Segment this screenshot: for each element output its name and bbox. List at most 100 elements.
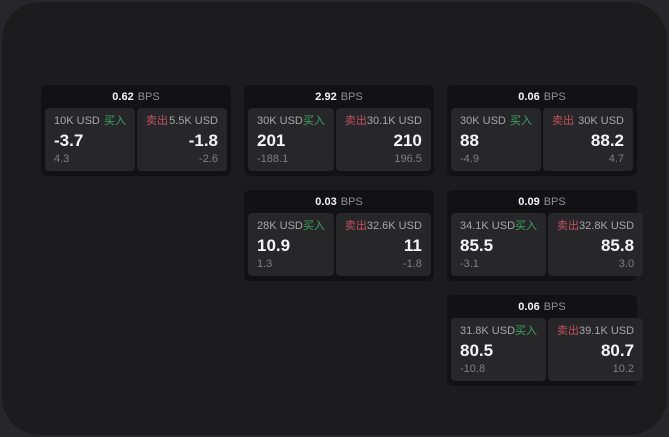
- sell-tile[interactable]: 卖出 32.6K USD 11 -1.8: [335, 213, 431, 276]
- buy-delta: -3.1: [460, 258, 479, 270]
- quote-card: 0.09 BPS 34.1K USD 买入 85.5 -3.1 卖出 32.8K…: [447, 190, 644, 281]
- spread-header: 0.06 BPS: [447, 295, 637, 318]
- buy-tile[interactable]: 10K USD 买入 -3.7 4.3: [45, 108, 135, 171]
- buy-amount: 30K USD: [460, 115, 506, 127]
- sell-price: 11: [403, 235, 422, 255]
- sell-delta: 196.5: [394, 153, 422, 165]
- spread-unit-label: BPS: [543, 195, 566, 208]
- buy-tile[interactable]: 28K USD 买入 10.9 1.3: [248, 213, 334, 276]
- buy-tile[interactable]: 30K USD 买入 201 -188.1: [248, 108, 334, 171]
- spread-value: 0.09: [518, 195, 540, 208]
- sell-tile[interactable]: 卖出 30.1K USD 210 196.5: [335, 108, 431, 171]
- sell-amount: 32.8K USD: [579, 220, 635, 232]
- sell-tile-top: 卖出 32.8K USD: [557, 220, 634, 233]
- spread-value: 0.62: [112, 90, 134, 103]
- buy-price: -3.7: [54, 130, 84, 150]
- quote-tiles: 31.8K USD 买入 80.5 -10.8 卖出 39.1K USD 80.…: [447, 318, 644, 386]
- sell-amount: 32.6K USD: [366, 220, 422, 232]
- buy-tile-top: 30K USD 买入: [257, 115, 325, 128]
- sell-tile-top: 卖出 39.1K USD: [557, 325, 634, 338]
- buy-price: 85.5: [460, 235, 494, 255]
- buy-side-label: 买入: [302, 115, 325, 127]
- buy-price: 80.5: [460, 340, 494, 360]
- buy-side-label: 买入: [104, 115, 126, 127]
- sell-delta: -2.6: [199, 153, 218, 165]
- buy-tile[interactable]: 31.8K USD 买入 80.5 -10.8: [451, 318, 547, 381]
- spread-header: 0.06 BPS: [447, 85, 637, 108]
- sell-amount: 39.1K USD: [579, 325, 635, 337]
- spread-unit-label: BPS: [543, 90, 566, 103]
- spread-header: 0.09 BPS: [447, 190, 637, 213]
- sell-price: 85.8: [600, 235, 635, 255]
- sell-delta: 3.0: [618, 258, 635, 270]
- spread-value: 0.03: [315, 195, 337, 208]
- sell-price: 80.7: [600, 340, 635, 360]
- sell-side-label: 卖出: [344, 115, 367, 127]
- buy-delta: 1.3: [257, 258, 273, 270]
- spread-value: 2.92: [315, 90, 337, 103]
- buy-amount: 34.1K USD: [460, 220, 516, 232]
- sell-delta: -1.8: [402, 258, 422, 270]
- sell-tile[interactable]: 卖出 5.5K USD -1.8 -2.6: [137, 108, 227, 171]
- buy-delta: -188.1: [257, 153, 289, 165]
- quote-card: 0.06 BPS 30K USD 买入 88 -4.9 卖出 30K USD 8…: [447, 85, 637, 176]
- sell-side-label: 卖出: [344, 220, 367, 232]
- sell-tile[interactable]: 卖出 30K USD 88.2 4.7: [543, 108, 633, 171]
- sell-amount: 30.1K USD: [366, 115, 422, 127]
- spread-value: 0.06: [518, 300, 540, 313]
- spread-header: 0.03 BPS: [244, 190, 434, 213]
- sell-price: 88.2: [590, 130, 624, 150]
- quote-card: 0.06 BPS 31.8K USD 买入 80.5 -10.8 卖出 39.1…: [447, 295, 644, 386]
- buy-amount: 10K USD: [54, 115, 100, 127]
- quote-tiles: 10K USD 买入 -3.7 4.3 卖出 5.5K USD -1.8 -2.…: [41, 108, 231, 176]
- buy-tile-top: 31.8K USD 买入: [460, 325, 537, 338]
- spread-header: 2.92 BPS: [244, 85, 434, 108]
- buy-delta: -10.8: [460, 363, 486, 375]
- sell-price: -1.8: [188, 130, 218, 150]
- buy-tile[interactable]: 34.1K USD 买入 85.5 -3.1: [451, 213, 547, 276]
- sell-side-label: 卖出: [557, 325, 580, 337]
- quote-tiles: 30K USD 买入 201 -188.1 卖出 30.1K USD 210 1…: [244, 108, 434, 176]
- sell-delta: 10.2: [612, 363, 635, 375]
- sell-tile-top: 卖出 30.1K USD: [345, 115, 422, 128]
- sell-side-label: 卖出: [557, 220, 580, 232]
- buy-tile-top: 30K USD 买入: [460, 115, 532, 128]
- quote-card: 0.03 BPS 28K USD 买入 10.9 1.3 卖出 32.6K US…: [244, 190, 434, 281]
- buy-price: 88: [460, 130, 479, 150]
- quote-tiles: 28K USD 买入 10.9 1.3 卖出 32.6K USD 11 -1.8: [244, 213, 434, 281]
- buy-delta: 4.3: [54, 153, 70, 165]
- buy-amount: 31.8K USD: [460, 325, 516, 337]
- quotes-grid: 0.62 BPS 10K USD 买入 -3.7 4.3 卖出 5.5K USD…: [41, 85, 644, 386]
- sell-price: 210: [393, 130, 422, 150]
- quote-tiles: 30K USD 买入 88 -4.9 卖出 30K USD 88.2 4.7: [447, 108, 637, 176]
- sell-delta: 4.7: [608, 153, 624, 165]
- sell-tile[interactable]: 卖出 39.1K USD 80.7 10.2: [548, 318, 644, 381]
- spread-header: 0.62 BPS: [41, 85, 231, 108]
- buy-side-label: 买入: [510, 115, 532, 127]
- buy-tile-top: 34.1K USD 买入: [460, 220, 537, 233]
- quote-card: 2.92 BPS 30K USD 买入 201 -188.1 卖出 30.1K …: [244, 85, 434, 176]
- sell-amount: 30K USD: [578, 115, 624, 127]
- quote-card: 0.62 BPS 10K USD 买入 -3.7 4.3 卖出 5.5K USD…: [41, 85, 231, 176]
- buy-side-label: 买入: [302, 220, 325, 232]
- buy-side-label: 买入: [515, 220, 538, 232]
- buy-tile[interactable]: 30K USD 买入 88 -4.9: [451, 108, 541, 171]
- spread-unit-label: BPS: [340, 195, 363, 208]
- buy-amount: 28K USD: [257, 220, 303, 232]
- buy-price: 10.9: [257, 235, 291, 255]
- sell-side-label: 卖出: [552, 115, 574, 127]
- sell-tile-top: 卖出 5.5K USD: [146, 115, 218, 128]
- sell-tile-top: 卖出 32.6K USD: [345, 220, 422, 233]
- buy-amount: 30K USD: [257, 115, 303, 127]
- sell-tile-top: 卖出 30K USD: [552, 115, 624, 128]
- buy-delta: -4.9: [460, 153, 479, 165]
- spread-value: 0.06: [518, 90, 540, 103]
- spread-unit-label: BPS: [543, 300, 566, 313]
- quote-tiles: 34.1K USD 买入 85.5 -3.1 卖出 32.8K USD 85.8…: [447, 213, 644, 281]
- sell-tile[interactable]: 卖出 32.8K USD 85.8 3.0: [548, 213, 644, 276]
- buy-tile-top: 28K USD 买入: [257, 220, 325, 233]
- buy-tile-top: 10K USD 买入: [54, 115, 126, 128]
- sell-amount: 5.5K USD: [169, 115, 218, 127]
- buy-price: 201: [257, 130, 286, 150]
